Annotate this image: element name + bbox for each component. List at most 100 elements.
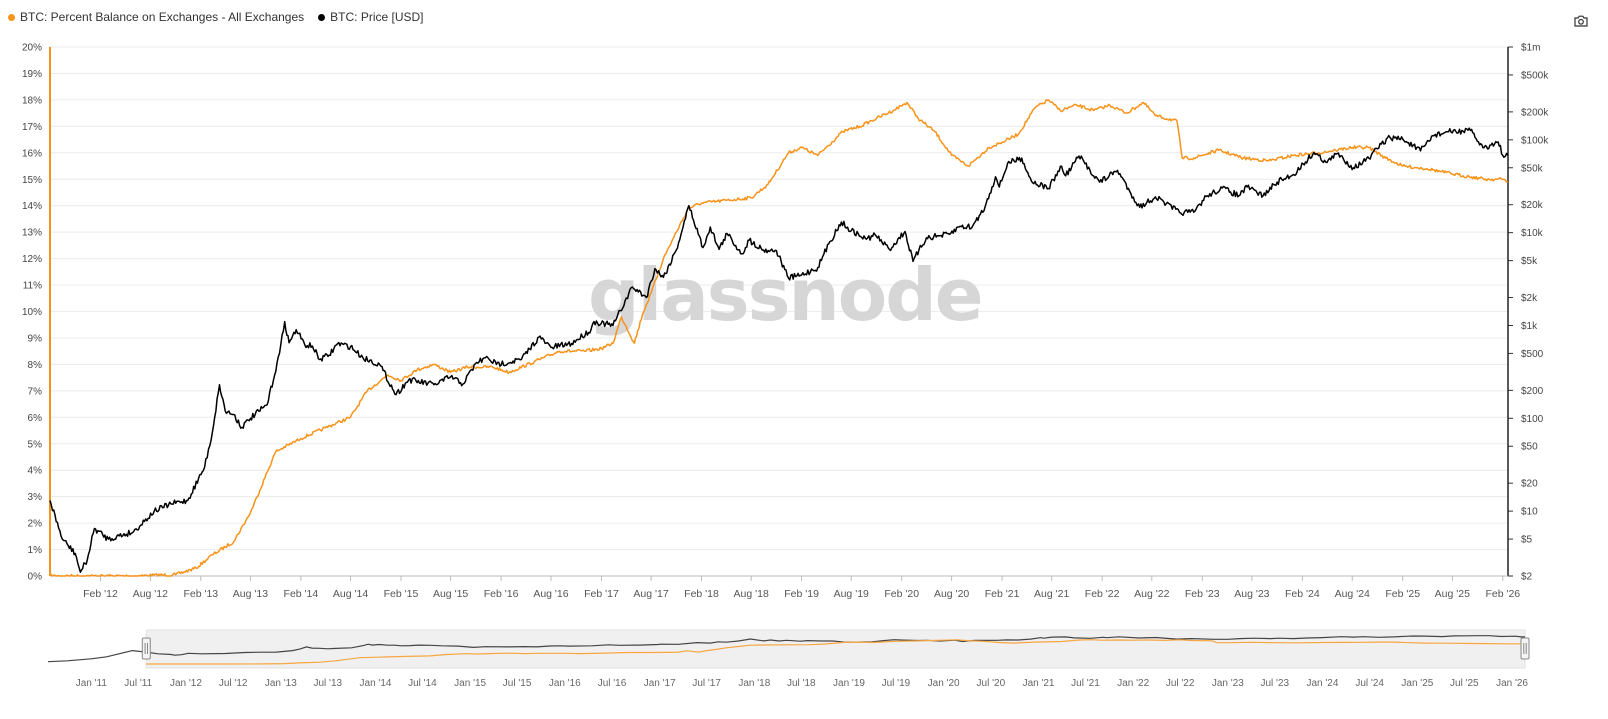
navigator-line-exchange-balance (146, 639, 1526, 665)
navigator-tick-label: Jan '13 (265, 678, 297, 689)
navigator-tick-label: Jan '23 (1212, 678, 1244, 689)
y-left-tick-label: 14% (22, 201, 42, 212)
navigator-tick-label: Jan '11 (76, 678, 108, 689)
left-axis: 0% 1% 2% 3% 4% 5% 6% 7% 8% 9% 10% 11% 12% 13% 14% 15% 16… (22, 43, 51, 583)
y-right-tick-label: $10 (1521, 507, 1538, 518)
x-tick-label: Feb '19 (784, 588, 819, 600)
y-right-tick-label: $5k (1521, 256, 1538, 267)
navigator-tick-label: Jul '18 (787, 678, 816, 689)
x-tick-label: Aug '16 (533, 588, 568, 600)
y-left-tick-label: 0% (28, 572, 43, 583)
navigator-tick-label: Jan '16 (549, 678, 581, 689)
y-right-tick-label: $20k (1521, 200, 1544, 211)
y-left-tick-label: 15% (22, 175, 42, 186)
navigator-tick-label: Jul '17 (692, 678, 721, 689)
navigator-tick-label: Jan '24 (1307, 678, 1339, 689)
x-axis: Feb '12 Aug '12 Feb '13 Aug '13 Feb '14 Aug '… (50, 575, 1520, 600)
navigator-tick-label: Jan '20 (928, 678, 960, 689)
x-tick-label: Aug '20 (934, 588, 969, 600)
x-tick-label: Aug '23 (1234, 588, 1269, 600)
gridlines (50, 46, 1508, 577)
x-tick-label: Aug '12 (133, 588, 168, 600)
y-right-tick-label: $200 (1521, 386, 1544, 397)
navigator-tick-label: Jul '22 (1166, 678, 1195, 689)
navigator-tick-label: Jan '22 (1117, 678, 1149, 689)
y-right-tick-label: $2 (1521, 572, 1533, 583)
y-left-tick-label: 11% (23, 281, 42, 292)
navigator-tick-label: Jul '20 (977, 678, 1006, 689)
y-left-tick-label: 6% (28, 413, 43, 424)
navigator-selection (145, 629, 1526, 669)
navigator-tick-label: Jan '25 (1401, 678, 1433, 689)
y-left-tick-label: 5% (28, 439, 43, 450)
y-left-tick-label: 7% (28, 386, 43, 397)
x-tick-label: Aug '25 (1435, 588, 1470, 600)
y-right-tick-label: $500k (1521, 70, 1549, 81)
navigator[interactable]: Jan '11 Jul '11 Jan '12 Jul '12 Jan '13 Jul '… (47, 629, 1530, 689)
y-right-tick-label: $20 (1521, 479, 1538, 490)
x-tick-label: Feb '15 (384, 588, 419, 600)
x-tick-label: Aug '24 (1335, 588, 1370, 600)
y-right-tick-label: $2k (1521, 293, 1538, 304)
y-left-tick-label: 10% (22, 307, 42, 318)
navigator-tick-label: Jan '15 (454, 678, 486, 689)
navigator-tick-label: Jul '21 (1071, 678, 1100, 689)
navigator-tick-label: Jan '18 (738, 678, 770, 689)
legend-label: BTC: Percent Balance on Exchanges - All … (20, 10, 305, 24)
x-tick-label: Feb '23 (1185, 588, 1220, 600)
series-line-exchange-balance (49, 99, 1509, 577)
x-tick-label: Aug '21 (1034, 588, 1069, 600)
navigator-tick-label: Jul '14 (408, 678, 437, 689)
navigator-tick-label: Jan '14 (360, 678, 392, 689)
navigator-handle-right[interactable] (1520, 637, 1530, 660)
y-left-tick-label: 9% (28, 333, 43, 344)
navigator-tick-label: Jul '23 (1260, 678, 1289, 689)
y-left-tick-label: 13% (22, 228, 42, 239)
plot-area[interactable] (49, 99, 1509, 577)
y-left-tick-label: 2% (28, 519, 43, 530)
x-tick-label: Feb '24 (1285, 588, 1320, 600)
x-tick-label: Aug '15 (433, 588, 468, 600)
legend-dot-black (318, 13, 326, 21)
navigator-tick-label: Jan '21 (1023, 678, 1055, 689)
x-tick-label: Feb '22 (1085, 588, 1120, 600)
x-tick-label: Aug '14 (333, 588, 368, 600)
legend-label: BTC: Price [USD] (330, 10, 424, 24)
x-tick-label: Feb '13 (183, 588, 218, 600)
x-tick-label: Feb '18 (684, 588, 719, 600)
y-right-tick-label: $10k (1521, 228, 1544, 239)
watermark: glassnode (588, 253, 982, 337)
x-tick-label: Feb '26 (1485, 588, 1520, 600)
legend-item-exchange-balance[interactable]: BTC: Percent Balance on Exchanges - All … (8, 10, 304, 24)
navigator-tick-label: Jul '12 (219, 678, 248, 689)
y-left-tick-label: 20% (22, 43, 42, 54)
navigator-tick-label: Jan '17 (644, 678, 676, 689)
y-right-tick-label: $5 (1521, 535, 1533, 546)
x-tick-label: Feb '16 (484, 588, 519, 600)
navigator-tick-label: Jul '25 (1450, 678, 1479, 689)
screenshot-button[interactable] (1568, 10, 1594, 32)
x-tick-label: Aug '22 (1134, 588, 1169, 600)
navigator-tick-label: Jul '24 (1355, 678, 1384, 689)
navigator-tick-label: Jan '12 (170, 678, 202, 689)
x-tick-label: Aug '18 (734, 588, 769, 600)
y-right-tick-label: $100k (1521, 135, 1549, 146)
y-right-tick-label: $1m (1521, 43, 1540, 54)
y-left-tick-label: 3% (28, 492, 43, 503)
navigator-handle-left[interactable] (141, 637, 151, 660)
right-axis: $2 $5 $10 $20 $50 $100 $200 $500 $1k $2k $5k $10k $2… (1507, 43, 1549, 583)
legend-dot-orange (8, 13, 15, 21)
navigator-tick-label: Jan '26 (1496, 678, 1528, 689)
y-right-tick-label: $1k (1521, 321, 1538, 332)
y-left-tick-label: 16% (22, 148, 42, 159)
x-tick-label: Feb '25 (1385, 588, 1420, 600)
navigator-tick-label: Jul '19 (882, 678, 911, 689)
x-tick-label: Feb '20 (884, 588, 919, 600)
x-tick-label: Aug '13 (233, 588, 268, 600)
navigator-tick-label: Jul '13 (313, 678, 342, 689)
legend-item-price[interactable]: BTC: Price [USD] (318, 10, 424, 24)
x-tick-label: Feb '12 (83, 588, 118, 600)
y-left-tick-label: 19% (22, 69, 42, 80)
navigator-tick-label: Jul '16 (598, 678, 627, 689)
